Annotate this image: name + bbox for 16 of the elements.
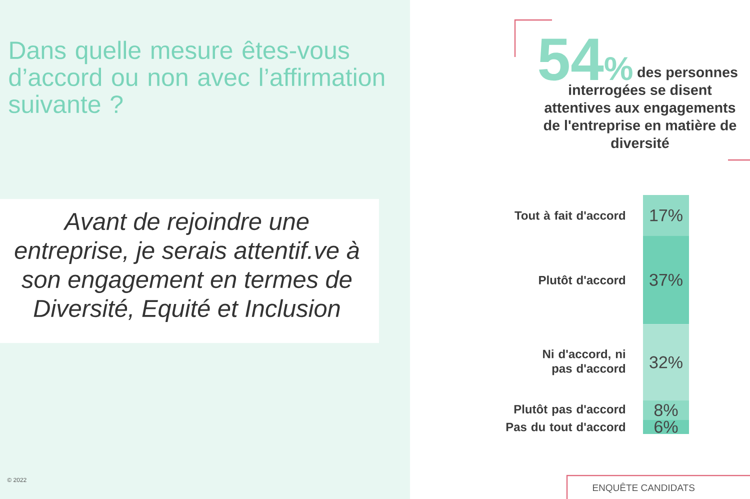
bar [643,236,690,324]
series-label: Pas du tout d'accord [506,422,626,432]
series-label: Ni d'accord, ni pas d'accord [543,349,626,376]
bar [643,324,690,401]
series-label: Plutôt d'accord [539,275,626,284]
text: Dans quelle mesure êtes-vous d’accord ou non avec l’affirmation suivante ? [8,40,384,114]
data-label: 8% [654,404,678,416]
bar [643,195,690,236]
data-label: 32% [650,356,682,368]
data-label: 17% [650,209,682,222]
data-label: 6% [654,420,678,433]
data-label: 37% [650,274,682,286]
text: Avant de rejoindre une entreprise, je serais attentif.ve à son engagement en termes de Diversité, Equité et Inclusion [14,212,360,322]
series-label: Plutôt pas d'accord [514,404,626,416]
text: ENQUÊTE CANDIDATS [592,482,695,493]
series-label: Tout à fait d'accord [514,210,626,220]
